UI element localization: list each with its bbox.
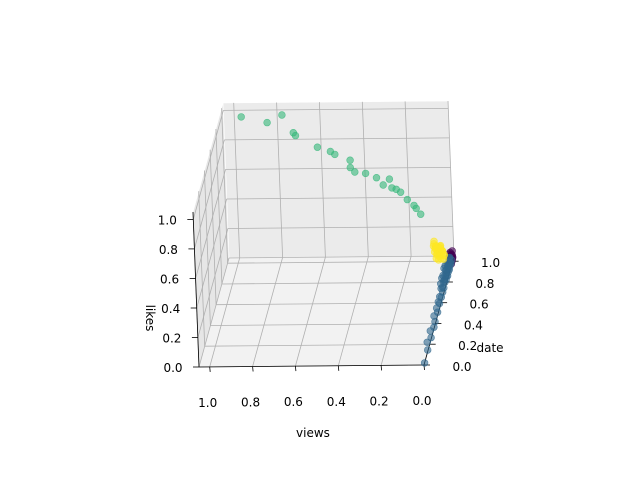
x-tick [380, 365, 382, 371]
y-axis-label: date [476, 341, 503, 355]
grid-line [447, 100, 455, 257]
y-tick-label: 0.0 [452, 360, 471, 374]
grid-line [295, 256, 326, 367]
grid-line [198, 257, 230, 368]
z-axis-line [192, 211, 200, 368]
y-tick-label: 0.8 [475, 277, 494, 291]
back-pane [222, 100, 455, 259]
grid-line [226, 196, 452, 200]
grid-line [228, 255, 455, 259]
y-tick-label: 0.4 [464, 319, 483, 333]
grid-line [195, 169, 226, 279]
x-axis-label: views [296, 426, 330, 440]
z-axis-label: likes [143, 305, 157, 332]
data-point [346, 163, 354, 172]
y-tick-label: 0.6 [470, 298, 489, 312]
grid-line [233, 102, 241, 258]
data-point [424, 346, 432, 354]
data-point [278, 111, 286, 119]
x-tick-label: 0.4 [327, 395, 346, 409]
grid-line [380, 256, 412, 366]
x-tick [337, 365, 340, 371]
data-point [361, 169, 370, 178]
data-point [417, 210, 425, 218]
data-point [351, 168, 359, 176]
grid-line [210, 323, 436, 326]
z-tick-label: 0.6 [160, 272, 179, 286]
data-point [412, 204, 420, 213]
axes-panes [192, 100, 455, 368]
grid-line [337, 256, 369, 366]
y-tick-label: 0.2 [458, 339, 477, 353]
grid-line [276, 102, 283, 258]
grid-line [209, 149, 217, 305]
data-point [423, 338, 431, 346]
grid-line [204, 343, 430, 347]
z-tick-label: 0.2 [162, 332, 181, 346]
data-point [437, 280, 445, 288]
z-tick-label: 0.0 [163, 361, 182, 375]
grid-line [361, 101, 369, 257]
grid-line [221, 108, 228, 264]
data-point [346, 156, 354, 164]
grid-line [204, 170, 211, 326]
data-point [434, 256, 443, 264]
data-point [379, 181, 387, 189]
grid-line [227, 226, 453, 229]
data-point [237, 113, 245, 121]
data-point [385, 175, 394, 183]
grid-line [215, 128, 223, 285]
x-tick [252, 366, 254, 372]
data-point [430, 248, 439, 256]
grid-line [192, 110, 224, 220]
grid-line [227, 260, 453, 264]
grid-line [319, 102, 326, 258]
grid-line [198, 191, 206, 347]
data-point [396, 188, 405, 196]
x-tick [295, 366, 297, 372]
grid-line [221, 281, 447, 285]
grid-line [197, 228, 229, 338]
data-point [427, 333, 435, 342]
x-axis-line [198, 364, 425, 368]
data-point [440, 264, 448, 273]
x-tick-label: 0.0 [412, 394, 431, 408]
grid-line [194, 139, 225, 250]
z-tick-label: 0.8 [159, 243, 178, 257]
data-point [313, 143, 322, 151]
y-tick-label: 1.0 [481, 256, 500, 270]
grid-line [252, 257, 283, 367]
data-point [263, 118, 271, 127]
data-point [372, 174, 381, 182]
data-point [403, 195, 411, 204]
grid-line [196, 198, 228, 309]
grid-line [224, 137, 450, 141]
floor-pane [198, 255, 455, 368]
grid-line [209, 257, 241, 368]
x-tick-label: 0.6 [284, 395, 303, 409]
grid-lines [192, 100, 455, 368]
x-tick-label: 0.8 [241, 396, 260, 410]
z-tick-label: 0.4 [161, 302, 180, 316]
data-point [291, 131, 300, 140]
x-tick [209, 366, 211, 372]
grid-line [404, 101, 412, 257]
x-tick-label: 1.0 [198, 396, 217, 410]
grid-line [216, 302, 442, 306]
data-point [331, 150, 339, 159]
z-tick-label: 1.0 [158, 213, 177, 227]
grid-line [225, 167, 451, 170]
data-points [237, 111, 457, 367]
grid-line [223, 108, 449, 111]
data-point [430, 237, 438, 246]
tick-labels: 0.0 0.2 0.4 0.6 0.8 1.0 0.0 0.2 0.4 0.6 0.8 1.0 0.0 0… [158, 213, 500, 410]
data-point [420, 359, 429, 367]
x-tick-label: 0.2 [370, 394, 389, 408]
